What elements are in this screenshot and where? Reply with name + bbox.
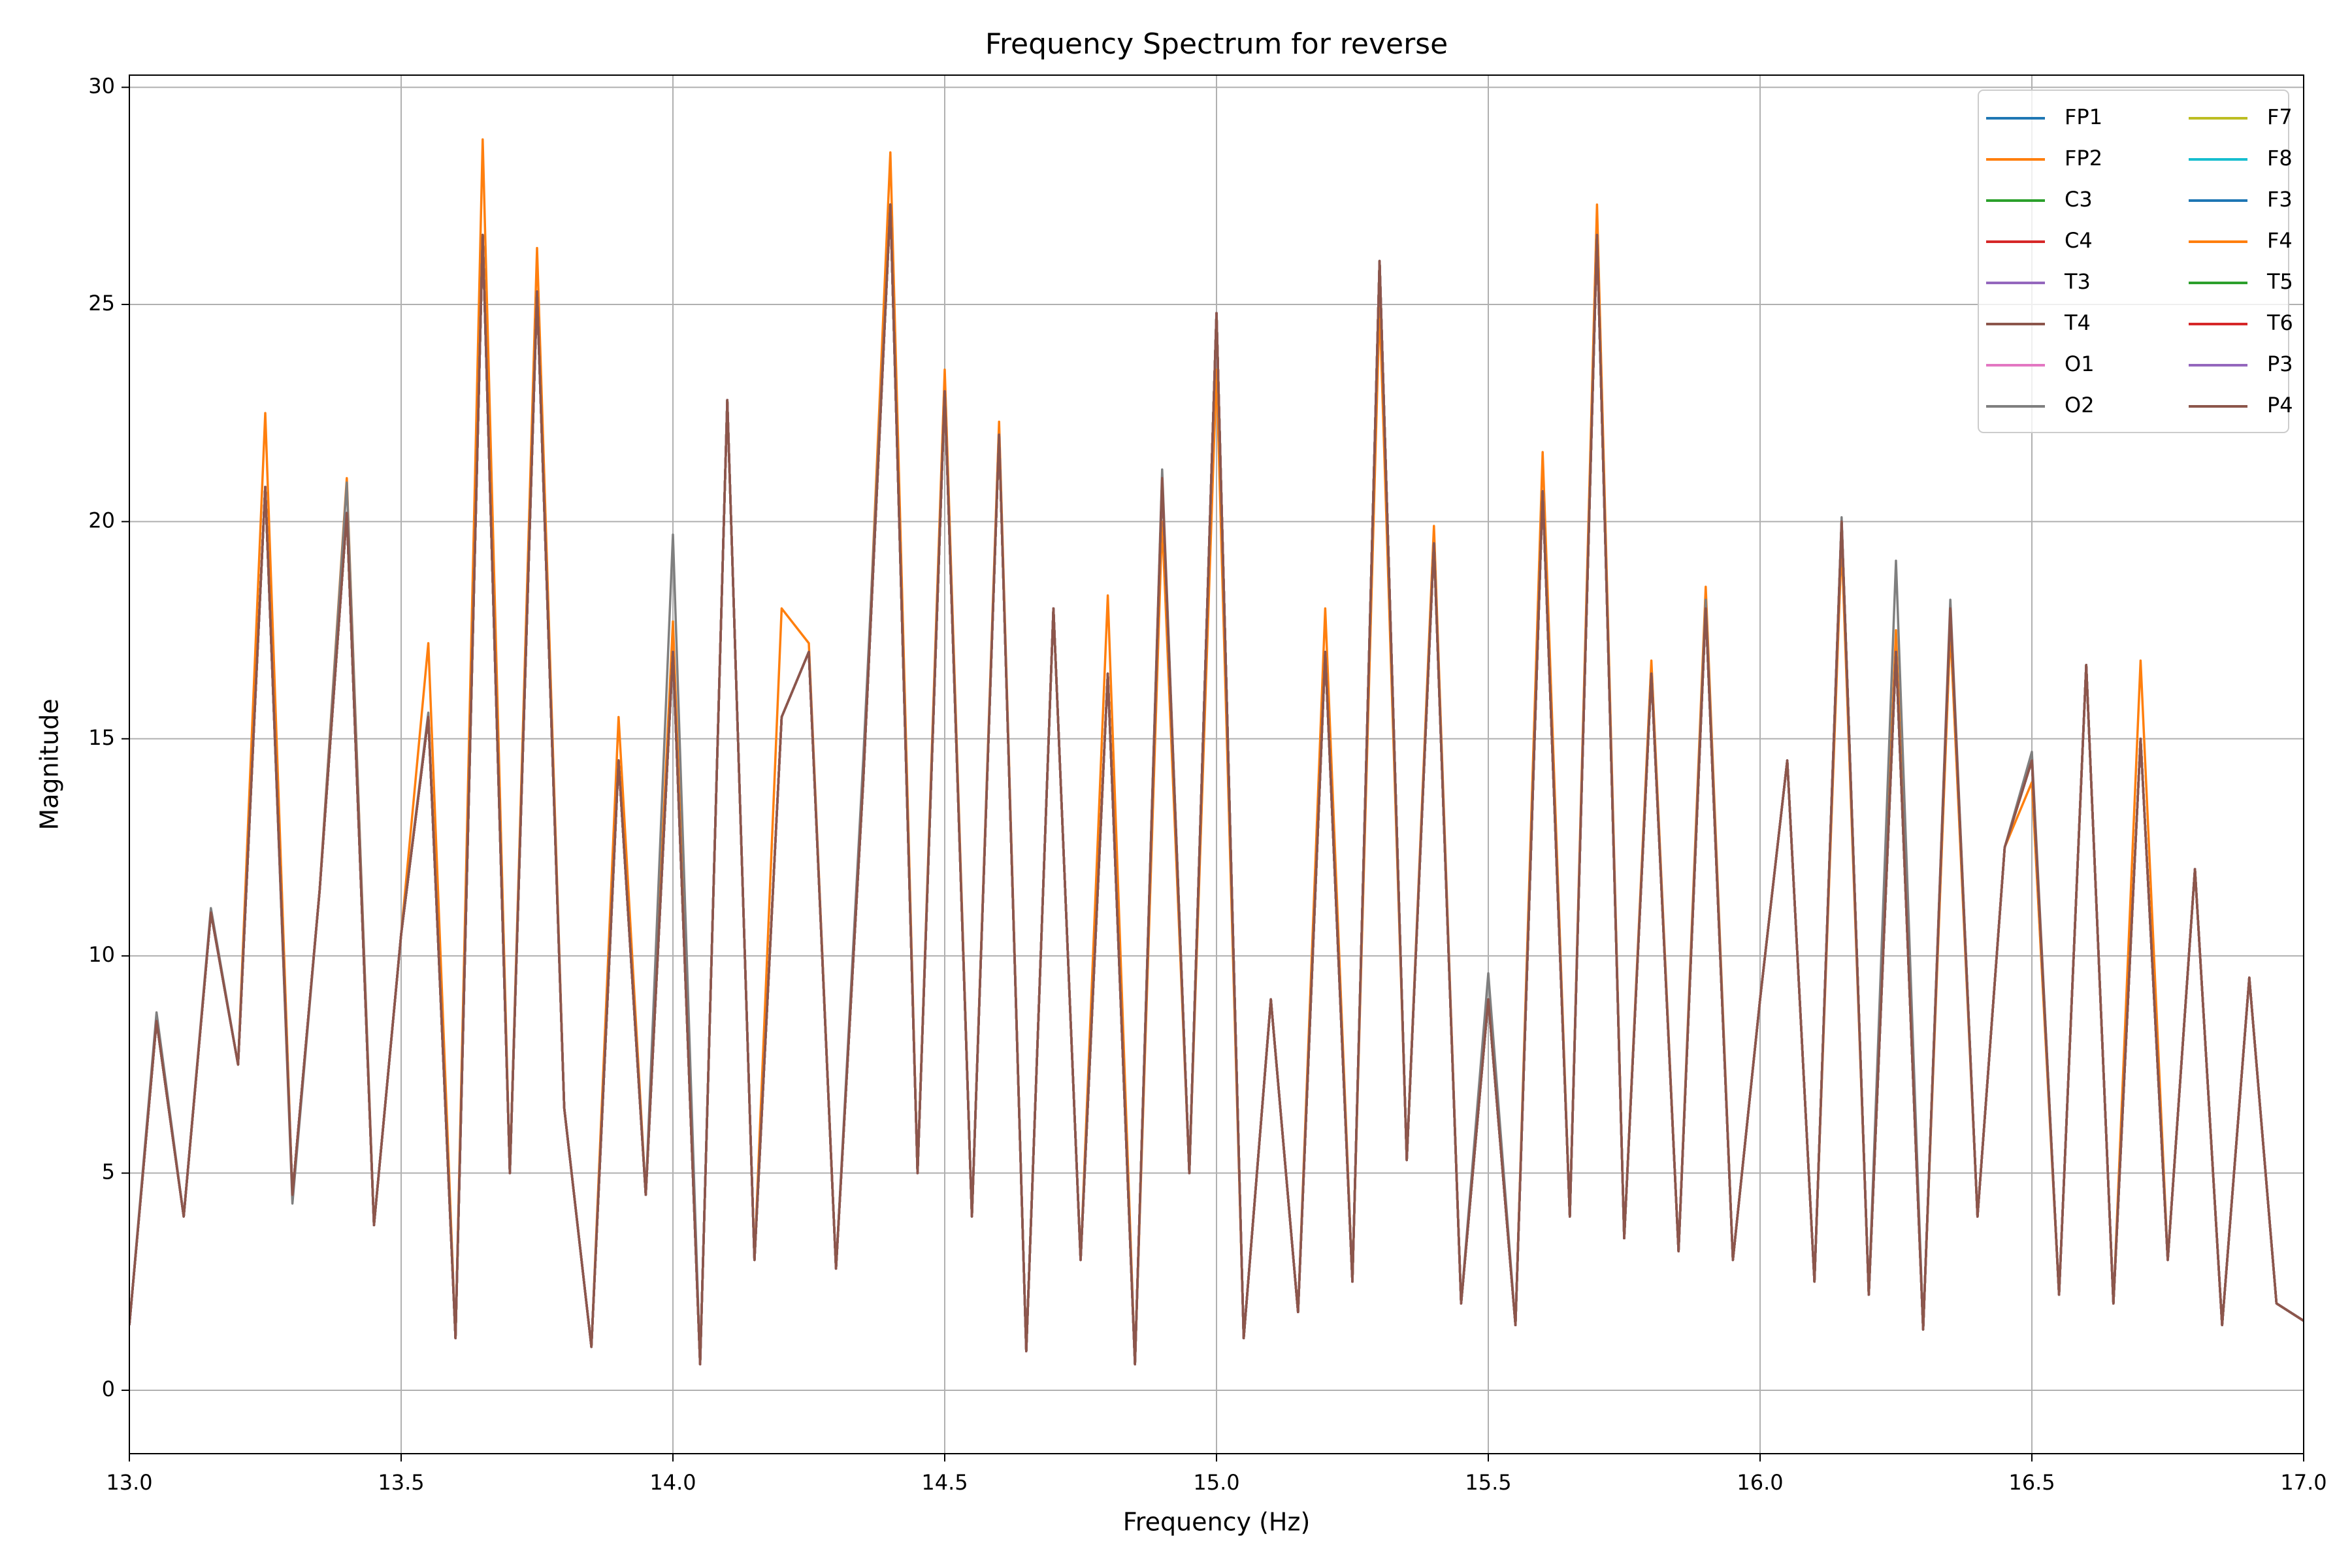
y-tick-label: 25 bbox=[88, 291, 115, 316]
legend-label: O2 bbox=[2065, 393, 2095, 417]
y-tick-label: 15 bbox=[88, 725, 115, 750]
chart-title: Frequency Spectrum for reverse bbox=[985, 27, 1448, 61]
x-tick-label: 16.5 bbox=[2008, 1470, 2055, 1495]
legend-label: F4 bbox=[2267, 228, 2293, 253]
legend-label: FP2 bbox=[2065, 146, 2102, 171]
x-tick-label: 13.0 bbox=[106, 1470, 152, 1495]
legend-label: FP1 bbox=[2065, 105, 2102, 129]
legend-label: T6 bbox=[2266, 310, 2293, 335]
x-tick-label: 15.0 bbox=[1193, 1470, 1239, 1495]
x-axis-label: Frequency (Hz) bbox=[1123, 1508, 1311, 1537]
y-tick-label: 20 bbox=[88, 508, 115, 532]
y-tick-label: 30 bbox=[88, 74, 115, 99]
legend-label: T4 bbox=[2064, 310, 2091, 335]
legend-box bbox=[1978, 90, 2289, 433]
legend-label: T5 bbox=[2266, 269, 2293, 294]
legend-label: P4 bbox=[2267, 393, 2293, 417]
series-line bbox=[129, 203, 2304, 1365]
x-tick-label: 17.0 bbox=[2280, 1470, 2327, 1495]
x-tick-label: 13.5 bbox=[378, 1470, 424, 1495]
x-tick-label: 16.0 bbox=[1737, 1470, 1783, 1495]
legend-label: P3 bbox=[2267, 351, 2293, 376]
legend-label: T3 bbox=[2064, 269, 2091, 294]
legend-label: F3 bbox=[2267, 187, 2293, 212]
x-tick-label: 14.0 bbox=[649, 1470, 696, 1495]
legend-label: O1 bbox=[2065, 351, 2095, 376]
y-tick-label: 0 bbox=[102, 1377, 115, 1401]
plot-frame bbox=[129, 74, 2304, 1454]
y-tick-label: 10 bbox=[88, 942, 115, 967]
legend-label: F7 bbox=[2267, 105, 2293, 129]
x-tick-label: 14.5 bbox=[921, 1470, 968, 1495]
y-tick-label: 5 bbox=[102, 1160, 115, 1184]
legend-label: F8 bbox=[2267, 146, 2293, 171]
y-axis-label: Magnitude bbox=[35, 698, 64, 830]
legend-label: C3 bbox=[2065, 187, 2093, 212]
legend-label: C4 bbox=[2065, 228, 2093, 253]
x-tick-label: 15.5 bbox=[1465, 1470, 1511, 1495]
